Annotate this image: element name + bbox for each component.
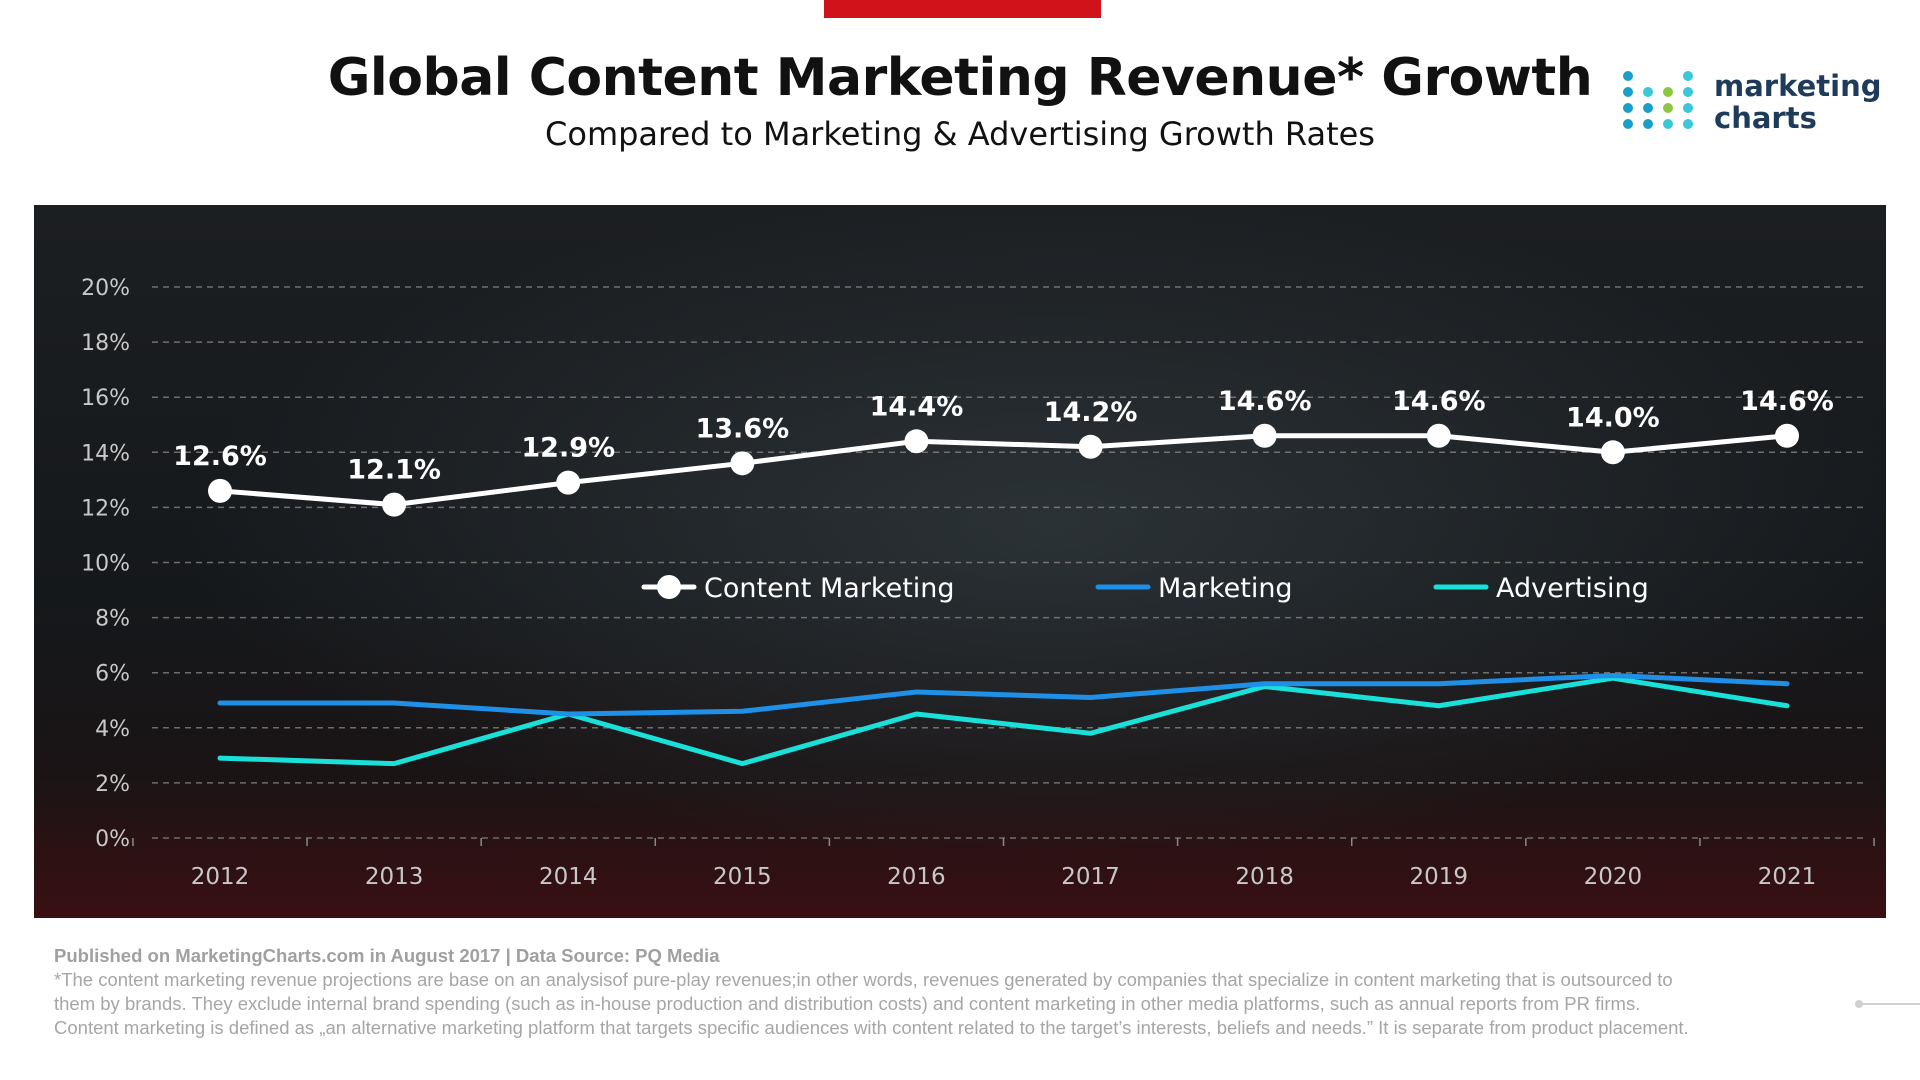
data-point [1078, 434, 1103, 459]
x-tick-label: 2020 [1584, 864, 1643, 890]
x-tick-label: 2016 [887, 864, 946, 890]
data-point [1426, 423, 1451, 448]
logo-wordmark: marketing charts [1714, 70, 1881, 134]
y-tick-label: 12% [81, 496, 130, 521]
data-point [556, 470, 581, 495]
data-point [904, 429, 929, 454]
top-accent-bar [824, 0, 1101, 18]
logo-dots-icon [1623, 71, 1693, 129]
series-line-marketing [217, 672, 1790, 717]
line-chart: 0% 2% 4% 6% 8% 10% 12% 14% 16% 18% 20% 2012 2013 2014… [81, 276, 1875, 890]
footer-note-line-2: them by brands. They exclude internal br… [54, 993, 1641, 1014]
data-label: 14.6% [1218, 386, 1312, 417]
legend-label: Advertising [1496, 573, 1649, 604]
data-point [730, 451, 755, 476]
y-tick-label: 2% [95, 772, 130, 797]
data-point [1775, 423, 1799, 448]
data-label: 14.6% [1392, 386, 1486, 417]
series-line-advertising [217, 675, 1790, 767]
data-label: 14.6% [1740, 386, 1834, 417]
data-label: 12.6% [173, 441, 267, 472]
x-tick-label: 2013 [365, 864, 424, 890]
data-label: 14.2% [1044, 397, 1138, 428]
marketingcharts-logo: marketing charts [1622, 68, 1882, 148]
data-point [1600, 440, 1625, 465]
data-point [1252, 423, 1277, 448]
footer-note-line-3: Content marketing is defined as „an alte… [54, 1017, 1689, 1038]
y-tick-label: 16% [81, 386, 130, 411]
chart-panel: 0% 2% 4% 6% 8% 10% 12% 14% 16% 18% 20% 2012 2013 2014… [34, 205, 1886, 918]
legend-label: Marketing [1158, 573, 1293, 604]
logo-line-1: marketing [1714, 69, 1882, 103]
side-scroll-dot [1855, 1000, 1863, 1008]
x-tick-label: 2019 [1410, 864, 1469, 890]
logo-line-2: charts [1714, 101, 1817, 135]
x-tick-label: 2012 [191, 864, 250, 890]
side-scroll-line [1856, 1003, 1920, 1005]
data-label: 12.1% [347, 455, 441, 486]
y-tick-label: 0% [95, 827, 130, 852]
chart-subtitle: Compared to Marketing & Advertising Grow… [545, 115, 1375, 153]
data-point [382, 492, 407, 517]
y-tick-label: 4% [95, 717, 130, 742]
y-tick-label: 14% [81, 441, 130, 466]
x-tick-label: 2015 [713, 864, 772, 890]
series-line-content-marketing [217, 433, 1790, 508]
data-label: 13.6% [695, 413, 789, 444]
y-tick-label: 10% [81, 552, 130, 577]
footer-note-line-1: *The content marketing revenue projectio… [54, 969, 1673, 990]
data-label: 14.4% [870, 391, 964, 422]
data-label: 12.9% [521, 433, 615, 464]
y-tick-label: 6% [95, 662, 130, 687]
y-tick-label: 8% [95, 607, 130, 632]
y-tick-label: 20% [81, 276, 130, 301]
footer: Published on MarketingCharts.com in Augu… [54, 944, 1854, 1040]
legend-marker [657, 575, 681, 599]
x-tick-label: 2021 [1758, 864, 1817, 890]
data-point [208, 478, 232, 503]
y-tick-label: 18% [81, 331, 130, 356]
x-tick-label: 2018 [1235, 864, 1294, 890]
data-label: 14.0% [1566, 402, 1660, 433]
footer-published: Published on MarketingCharts.com in Augu… [54, 945, 720, 966]
chart-title: Global Content Marketing Revenue* Growth [327, 48, 1593, 108]
legend-label: Content Marketing [704, 573, 955, 604]
x-tick-label: 2014 [539, 864, 598, 890]
x-tick-label: 2017 [1061, 864, 1120, 890]
